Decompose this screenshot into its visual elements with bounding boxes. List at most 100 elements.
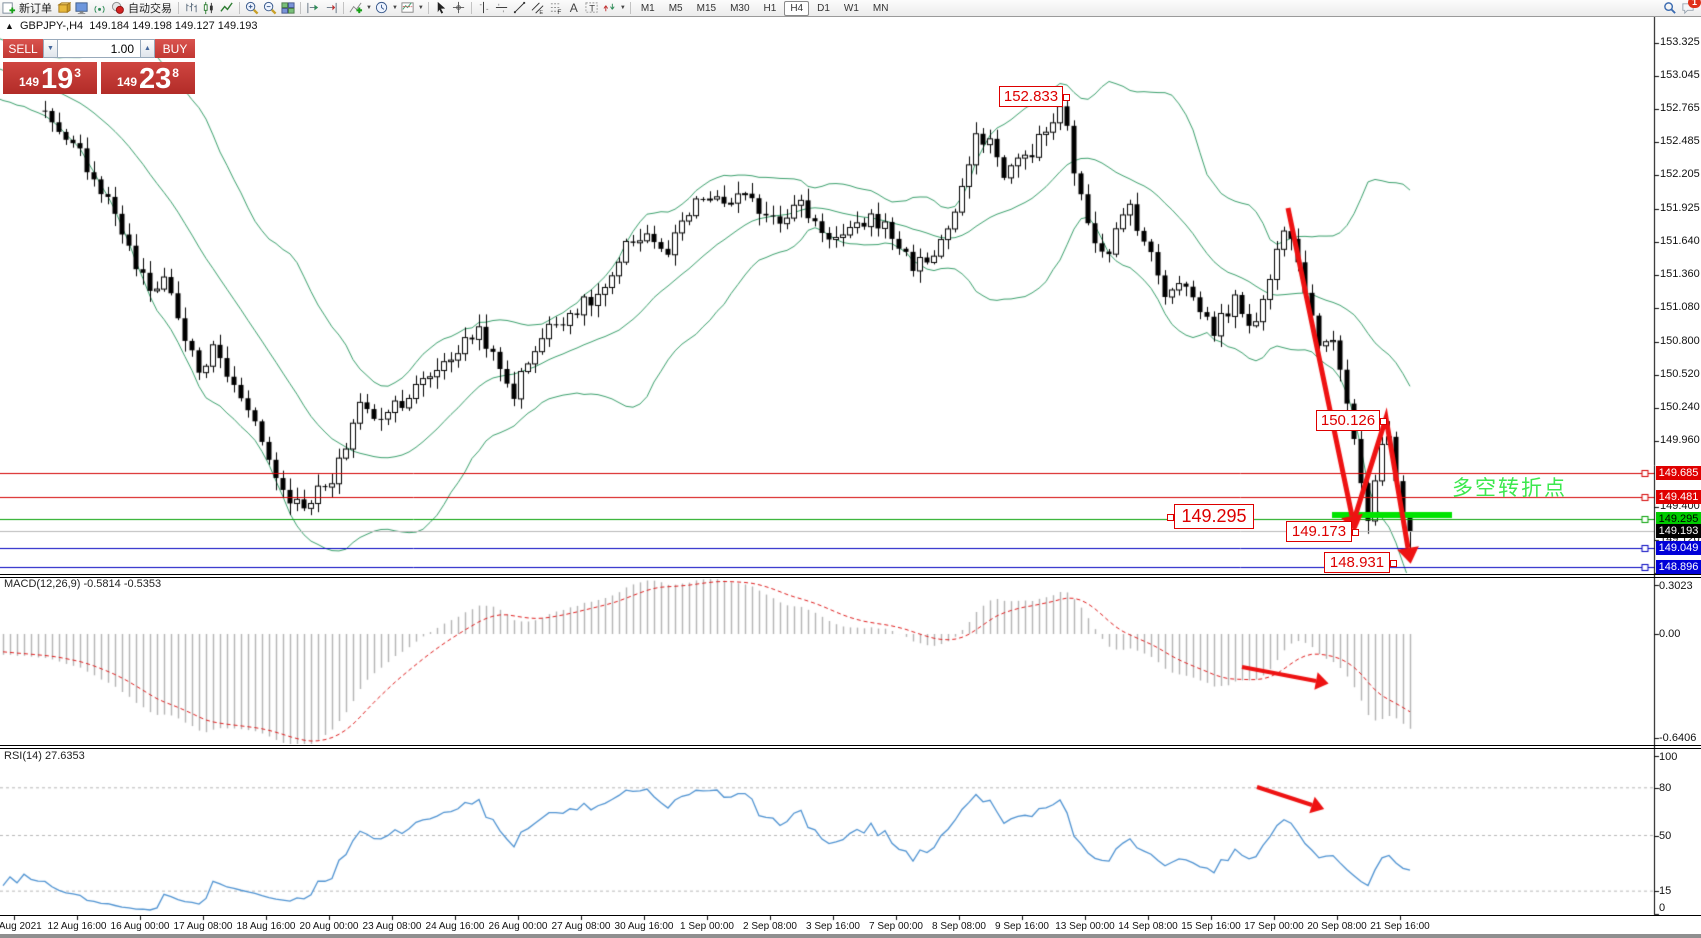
vline-icon[interactable] [475, 1, 493, 16]
time-axis-label: 26 Aug 00:00 [488, 921, 548, 932]
price-annotation-label[interactable]: 149.295 [1167, 504, 1254, 529]
time-axis-label: 21 Sep 16:00 [1370, 921, 1430, 932]
timeframe-h4-button[interactable]: H4 [784, 0, 810, 16]
trendline-icon[interactable] [511, 1, 529, 16]
ask-price-button[interactable]: 149 23 8 [101, 62, 195, 94]
templates-icon[interactable] [399, 1, 417, 16]
sell-button[interactable]: SELL [3, 39, 43, 58]
timeframe-m30-button[interactable]: M30 [730, 2, 750, 14]
time-axis-label: 7 Sep 00:00 [869, 921, 923, 932]
volume-input[interactable] [58, 39, 140, 58]
time-axis-label: 30 Aug 16:00 [614, 921, 674, 932]
dropdown-caret-icon[interactable]: ▼ [619, 5, 626, 11]
dropdown-caret-icon[interactable]: ▼ [391, 5, 398, 11]
panel-separator[interactable] [0, 577, 1701, 578]
annotation-anchor-handle[interactable] [1167, 513, 1174, 521]
rsi-axis-tick: 100 [1659, 751, 1678, 763]
signal-icon[interactable] [91, 1, 109, 16]
ask-pips: 23 [139, 63, 172, 95]
label-icon[interactable]: T [583, 1, 601, 16]
time-axis-label: 8 Sep 08:00 [932, 921, 986, 932]
crosshair-icon[interactable] [450, 1, 468, 16]
bid-price-button[interactable]: 149 19 3 [3, 62, 97, 94]
toolbar-separator [427, 2, 429, 14]
annotation-anchor-handle[interactable] [1380, 417, 1387, 425]
candle-chart-icon[interactable] [200, 1, 218, 16]
time-axis-label: 23 Aug 08:00 [362, 921, 422, 932]
svg-text:A: A [570, 1, 579, 15]
timeframe-m5-button[interactable]: M5 [668, 2, 683, 14]
ohlc-values: 149.184 149.198 149.127 149.193 [89, 20, 258, 32]
channel-icon[interactable]: E [529, 1, 547, 16]
one-click-trading-panel: SELL ▼ ▲ BUY 149 19 3 149 23 8 [3, 39, 195, 94]
rsi-axis-tick: 0 [1659, 902, 1666, 914]
autotrade-label[interactable]: 自动交易 [128, 3, 172, 15]
search-icon[interactable] [1661, 1, 1679, 16]
symbol-period-label: GBPJPY-,H4 [19, 20, 84, 32]
panel-separator[interactable] [0, 574, 1701, 575]
chat-icon[interactable]: 1 [1679, 0, 1701, 16]
toolbar-separator [300, 2, 301, 14]
fibonacci-icon[interactable]: F [547, 1, 565, 16]
market-watch-icon[interactable] [73, 1, 91, 16]
ask-prefix: 149 [117, 75, 138, 89]
new-order-icon[interactable] [0, 1, 18, 16]
panel-separator[interactable] [0, 748, 1701, 749]
bars-chart-icon[interactable] [182, 1, 200, 16]
timeframe-m15-button[interactable]: M15 [696, 2, 717, 14]
zoom-out-icon[interactable] [261, 1, 279, 16]
dropdown-caret-icon[interactable]: ▼ [366, 5, 372, 11]
rsi-indicator-label: RSI(14) 27.6353 [4, 750, 85, 762]
ask-point: 8 [172, 66, 179, 80]
main-toolbar: 新订单 自动交易 ▼ ▼ ▼ E F A T ▼ M1 M5 M15 M30 H1 H4 D1 W1 MN 1 [0, 0, 1701, 17]
volume-decrease-button[interactable]: ▼ [43, 39, 58, 58]
periods-icon[interactable] [373, 1, 391, 16]
time-axis-label: 17 Aug 08:00 [173, 921, 233, 932]
price-annotation-label[interactable]: 149.173 [1286, 521, 1359, 542]
timeframe-mn-button[interactable]: MN [872, 2, 889, 14]
price-annotation-label[interactable]: 148.931 [1324, 552, 1397, 573]
dropdown-caret-icon[interactable]: ▼ [417, 5, 424, 11]
collapse-quote-icon[interactable]: ▲ [5, 21, 14, 31]
bid-point: 3 [74, 66, 81, 80]
auto-scroll-icon[interactable] [304, 1, 322, 16]
panel-separator[interactable] [0, 745, 1701, 746]
timeframe-w1-button[interactable]: W1 [843, 2, 859, 14]
annotation-anchor-handle[interactable] [1063, 93, 1070, 101]
charts-cube-icon[interactable] [55, 1, 73, 16]
price-annotation-label[interactable]: 150.126 [1316, 410, 1387, 431]
hline-icon[interactable] [493, 1, 511, 16]
buy-button[interactable]: BUY [155, 39, 195, 58]
annotation-anchor-handle[interactable] [1390, 559, 1397, 567]
timeframe-m1-button[interactable]: M1 [640, 2, 655, 14]
indicators-icon[interactable] [347, 1, 365, 16]
price-axis-tick: 150.800 [1660, 334, 1700, 347]
new-order-label[interactable]: 新订单 [19, 3, 52, 15]
toolbar-separator [239, 2, 240, 14]
time-axis-label: 20 Aug 00:00 [299, 921, 359, 932]
time-axis-label: 14 Sep 08:00 [1118, 921, 1178, 932]
chart-shift-icon[interactable] [322, 1, 340, 16]
tile-windows-icon[interactable] [279, 1, 297, 16]
timeframe-d1-button[interactable]: D1 [817, 2, 830, 14]
timeframe-h1-button[interactable]: H1 [763, 2, 777, 14]
time-axis-border [0, 915, 1701, 916]
macd-axis-tick: -0.6406 [1659, 732, 1697, 744]
price-annotation-label[interactable]: 152.833 [999, 86, 1070, 107]
price-axis-tick: 153.325 [1660, 36, 1700, 49]
volume-increase-button[interactable]: ▲ [140, 39, 155, 58]
text-icon[interactable]: A [565, 1, 583, 16]
line-chart-icon[interactable] [218, 1, 236, 16]
zoom-in-icon[interactable] [243, 1, 261, 16]
time-axis-label: 18 Aug 16:00 [236, 921, 296, 932]
annotation-anchor-handle[interactable] [1352, 528, 1359, 536]
price-axis-tick: 151.360 [1660, 268, 1700, 281]
time-axis-label: 20 Sep 08:00 [1307, 921, 1367, 932]
autotrade-icon[interactable] [109, 1, 127, 16]
cursor-icon[interactable] [432, 1, 450, 16]
chinese-note-annotation[interactable]: 多空转折点 [1452, 477, 1567, 500]
time-axis-label: 1 Sep 00:00 [680, 921, 734, 932]
arrows-icon[interactable] [601, 1, 619, 16]
